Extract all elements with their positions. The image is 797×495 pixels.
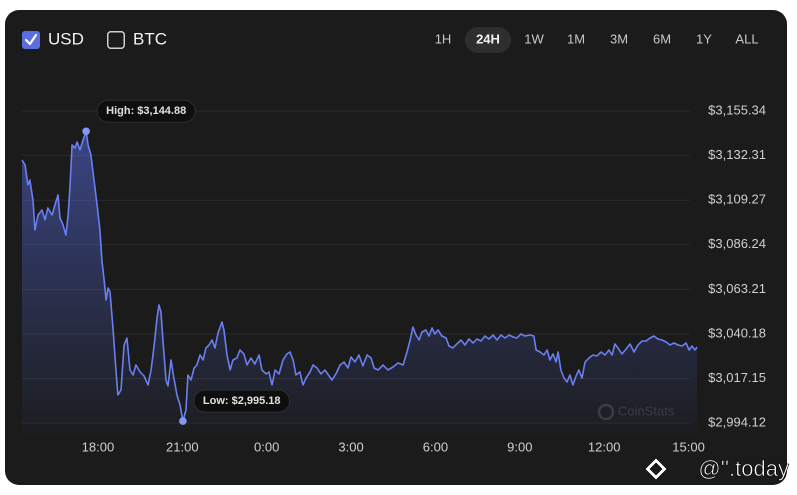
range-label: 1H [435,31,452,46]
range-button[interactable]: 6M [653,31,671,46]
annotation: High: $3,144.88 [82,99,196,136]
y-tick-label: $3,132.31 [708,147,766,162]
price-area [22,131,697,435]
range-button[interactable]: ALL [735,31,758,46]
annotation-bubble [193,389,291,413]
y-tick-label: $3,063.21 [708,281,766,296]
watermark-text: @''.today [698,456,789,481]
range-button[interactable]: 24H [465,27,511,53]
range-label: 24H [476,31,500,46]
annotation-text: Low: $2,995.18 [203,395,281,407]
annotation-point [82,127,90,136]
x-tick-label: 3:00 [338,439,363,454]
range-button[interactable]: 1M [567,31,585,46]
x-tick-label: 12:00 [588,439,621,454]
annotation: Low: $2,995.18 [179,389,291,425]
page-watermark: @''.today [644,456,789,481]
checkbox [107,31,125,49]
x-tick-label: 15:00 [672,439,705,454]
y-tick-label: $3,155.34 [708,102,766,117]
annotation-bubble [96,99,196,123]
range-button[interactable]: 1Y [696,31,712,46]
marks [21,130,698,435]
range-label: 1M [567,31,585,46]
range-label: ALL [735,31,758,46]
checkbox-checked [22,31,40,49]
header: USD BTC 1H 24H 1W 1M 3M 6M 1Y ALL [22,27,759,53]
y-tick-label: $3,086.24 [708,236,766,251]
x-tick-label: 0:00 [254,439,279,454]
range-button[interactable]: 1W [524,31,544,46]
y-tick-label: $3,017.15 [708,370,766,385]
currency-toggle[interactable]: BTC [107,29,167,49]
y-tick-label: $3,040.18 [708,325,766,340]
y-tick-label: $2,994.12 [708,415,766,430]
overlay: High: $3,144.88 Low: $2,995.18 @''.today [82,99,789,481]
annotation-point [179,417,187,425]
x-tick-label: 9:00 [507,439,532,454]
range-button[interactable]: 1H [435,31,452,46]
y-tick-label: $3,109.27 [708,192,766,207]
price-line [21,130,698,422]
currency-label: USD [48,29,84,48]
x-tick-label: 21:00 [166,439,199,454]
checkmark [24,33,38,46]
range-selected-pill [465,27,511,53]
range-label: 3M [610,31,628,46]
range-button[interactable]: 3M [610,31,628,46]
annotation-text: High: $3,144.88 [106,105,186,117]
range-label: 6M [653,31,671,46]
range-label: 1Y [696,31,712,46]
x-tick-label: 6:00 [423,439,448,454]
x-tick-label: 18:00 [82,439,115,454]
currency-toggle[interactable]: USD [22,29,84,49]
watermark-logo [644,457,668,481]
currency-label: BTC [133,29,167,48]
range-label: 1W [524,31,544,46]
